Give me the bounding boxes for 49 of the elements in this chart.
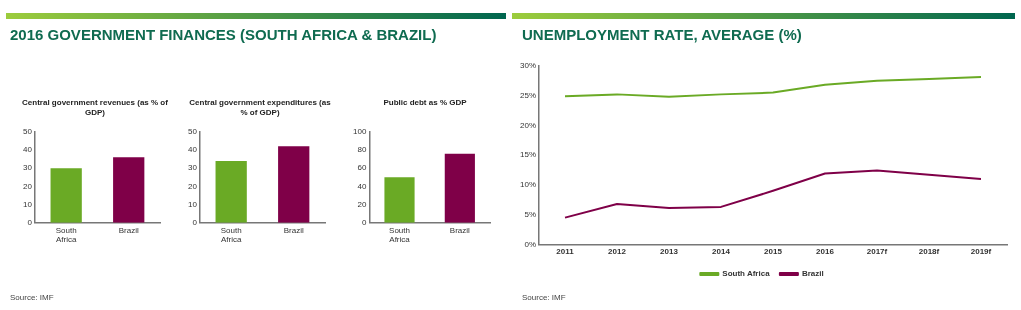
y-tick-label: 40 bbox=[357, 181, 367, 191]
y-tick-label: 10% bbox=[520, 180, 537, 190]
y-tick-label: 50 bbox=[22, 127, 33, 136]
x-tick-label: 2011 bbox=[556, 247, 575, 257]
x-tick-label: Brazil bbox=[283, 225, 304, 235]
y-tick-label: 20% bbox=[520, 120, 537, 130]
x-tick-label: 2014 bbox=[712, 247, 731, 257]
y-tick-label: 0 bbox=[27, 218, 33, 227]
y-tick-label: 10 bbox=[22, 199, 33, 209]
chart-subtitle: Central government expenditures (as % of GDP) bbox=[188, 98, 332, 119]
chart-subtitle: Public debt as % GDP bbox=[382, 98, 468, 109]
y-tick-label: 60 bbox=[357, 163, 367, 173]
y-tick-label: 30% bbox=[520, 61, 537, 70]
y-tick-label: 100 bbox=[352, 127, 367, 136]
y-tick-label: 5% bbox=[524, 209, 537, 219]
y-tick-label: 0% bbox=[524, 239, 537, 249]
y-tick-label: 30 bbox=[22, 163, 33, 173]
source-note: Source: IMF bbox=[10, 293, 54, 302]
y-tick-label: 20 bbox=[22, 181, 33, 191]
y-tick-label: 40 bbox=[22, 145, 33, 155]
legend-label: Brazil bbox=[801, 269, 824, 279]
x-tick-label: 2013 bbox=[660, 247, 679, 257]
x-tick-label: Brazil bbox=[118, 225, 139, 235]
y-tick-label: 0 bbox=[361, 218, 367, 227]
x-tick-label: 2012 bbox=[608, 247, 627, 257]
text: 2016 GOVERNMENT FINANCES (SOUTH AFRICA & BRAZIL) bbox=[10, 26, 437, 43]
y-tick-label: 15% bbox=[520, 150, 537, 160]
x-tick-label: 2017f bbox=[866, 247, 888, 257]
y-tick-label: 80 bbox=[357, 145, 367, 155]
y-tick-label: 0 bbox=[192, 218, 198, 227]
x-tick-label: South Africa bbox=[389, 225, 411, 245]
y-tick-label: 20 bbox=[357, 199, 367, 209]
y-tick-label: 20 bbox=[187, 181, 198, 191]
x-tick-label: 2019f bbox=[970, 247, 992, 257]
x-tick-label: 2015 bbox=[764, 247, 783, 257]
source-note: Source: IMF bbox=[522, 293, 566, 302]
y-tick-label: 30 bbox=[187, 163, 198, 173]
x-tick-label: 2016 bbox=[816, 247, 835, 257]
chart-title: UNEMPLOYMENT RATE, AVERAGE (%) bbox=[522, 26, 802, 43]
legend-label: South Africa bbox=[722, 269, 771, 279]
x-tick-label: South Africa bbox=[220, 225, 242, 245]
chart-subtitle: Central government revenues (as % of GDP) bbox=[21, 98, 169, 119]
x-tick-label: South Africa bbox=[55, 225, 77, 245]
y-tick-label: 50 bbox=[187, 127, 198, 136]
x-tick-label: 2018f bbox=[918, 247, 940, 257]
y-tick-label: 25% bbox=[520, 90, 537, 100]
y-tick-label: 40 bbox=[187, 145, 198, 155]
y-tick-label: 10 bbox=[187, 199, 198, 209]
x-tick-label: Brazil bbox=[449, 225, 471, 235]
